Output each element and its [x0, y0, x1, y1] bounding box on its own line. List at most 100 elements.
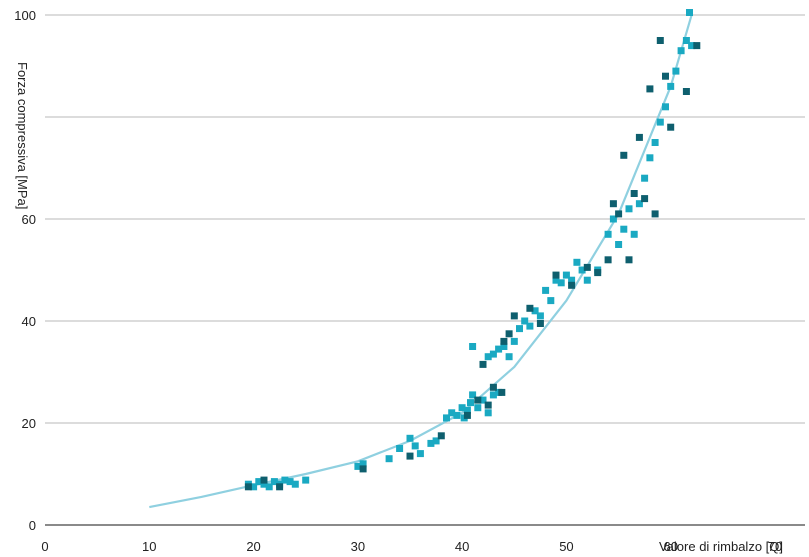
data-point-light-7 — [281, 476, 289, 484]
data-point-dark-0 — [244, 483, 252, 491]
data-point-dark-23 — [615, 210, 623, 218]
data-point-dark-1 — [260, 476, 268, 484]
x-tick-label-10: 10 — [142, 539, 156, 554]
data-point-light-36 — [495, 345, 503, 353]
data-point-light-64 — [651, 139, 659, 146]
data-point-light-70 — [682, 37, 690, 44]
data-point-light-12 — [359, 460, 367, 468]
data-point-dark-13 — [505, 330, 513, 338]
data-point-light-52 — [578, 266, 586, 274]
data-point-light-28 — [474, 404, 482, 412]
data-point-dark-28 — [641, 195, 649, 203]
data-point-light-4 — [265, 483, 273, 491]
data-point-light-72 — [686, 9, 693, 16]
data-point-dark-5 — [437, 432, 445, 440]
data-point-light-69 — [677, 47, 685, 55]
data-point-light-43 — [531, 307, 539, 315]
data-point-dark-24 — [620, 151, 628, 159]
y-axis-title: Forza compressiva [MPa] — [15, 62, 30, 209]
data-point-light-11 — [354, 462, 362, 470]
data-point-light-31 — [489, 391, 497, 399]
data-point-dark-15 — [526, 304, 534, 312]
data-point-light-42 — [526, 322, 534, 330]
data-point-light-29 — [479, 396, 487, 404]
data-point-light-38 — [505, 353, 513, 361]
data-point-dark-29 — [646, 85, 654, 93]
data-point-light-41 — [521, 317, 529, 325]
data-point-light-3 — [260, 480, 268, 488]
data-point-light-34 — [484, 353, 492, 361]
data-point-light-66 — [662, 103, 669, 111]
data-point-light-50 — [568, 276, 576, 284]
data-point-light-14 — [396, 445, 404, 452]
data-point-dark-9 — [489, 383, 497, 391]
data-point-light-45 — [542, 286, 550, 294]
y-tick-label-0: 0 — [29, 518, 36, 533]
data-point-dark-22 — [609, 200, 617, 208]
data-point-light-59 — [625, 205, 633, 213]
data-point-light-68 — [672, 67, 680, 75]
x-tick-label-30: 30 — [351, 539, 365, 554]
data-point-dark-34 — [682, 88, 690, 95]
data-point-light-47 — [552, 276, 560, 284]
y-tick-label-60: 60 — [22, 212, 36, 227]
data-point-light-65 — [656, 118, 664, 126]
x-axis-title: Valore di rimbalzo [Q] — [659, 539, 783, 554]
data-point-light-15 — [406, 434, 414, 442]
data-point-light-40 — [516, 325, 523, 333]
data-point-dark-35 — [693, 42, 701, 50]
data-point-light-58 — [620, 225, 628, 233]
data-point-light-26 — [467, 399, 474, 407]
data-point-light-18 — [427, 439, 435, 447]
data-point-light-30 — [484, 409, 492, 417]
data-point-light-20 — [443, 414, 450, 422]
data-point-light-62 — [641, 174, 649, 182]
data-point-light-13 — [385, 455, 393, 463]
data-point-dark-8 — [484, 401, 492, 409]
data-point-light-21 — [448, 409, 456, 417]
data-point-light-5 — [270, 478, 278, 486]
data-point-dark-4 — [406, 452, 414, 460]
y-tick-label-20: 20 — [22, 416, 36, 431]
data-point-light-9 — [291, 480, 299, 488]
data-point-dark-25 — [625, 256, 633, 264]
data-point-light-27 — [469, 391, 477, 399]
data-point-light-39 — [510, 337, 518, 345]
x-tick-label-40: 40 — [455, 539, 469, 554]
data-point-light-55 — [604, 230, 612, 238]
data-point-dark-18 — [568, 281, 576, 289]
data-point-dark-17 — [552, 271, 560, 279]
data-point-light-8 — [286, 478, 294, 486]
data-point-light-25 — [463, 406, 471, 414]
data-point-dark-6 — [463, 411, 471, 419]
data-point-dark-30 — [651, 210, 659, 218]
data-point-dark-26 — [630, 190, 638, 197]
data-point-dark-10 — [498, 388, 506, 396]
data-point-light-16 — [411, 442, 419, 450]
data-point-light-53 — [583, 276, 591, 284]
data-point-dark-2 — [276, 483, 284, 491]
data-point-light-33 — [469, 343, 477, 350]
y-tick-label-100: 100 — [14, 8, 36, 23]
data-points — [244, 9, 701, 491]
data-point-dark-11 — [479, 360, 487, 368]
data-point-light-56 — [609, 215, 617, 223]
y-tick-labels: 0 20 40 60 100 — [14, 8, 36, 533]
x-tick-labels: 0 10 20 30 40 50 60 70 — [41, 539, 782, 554]
x-tick-label-20: 20 — [246, 539, 260, 554]
x-tick-label-70: 70 — [768, 539, 782, 554]
data-point-dark-16 — [536, 320, 544, 327]
data-point-light-61 — [635, 200, 643, 208]
data-point-light-23 — [458, 404, 466, 412]
data-point-light-49 — [562, 271, 570, 279]
data-point-light-67 — [667, 82, 675, 90]
data-point-light-57 — [615, 241, 623, 248]
data-point-light-44 — [536, 312, 544, 320]
data-point-dark-3 — [359, 465, 367, 473]
x-tick-label-0: 0 — [41, 539, 48, 554]
data-point-dark-33 — [667, 123, 675, 131]
y-tick-label-40: 40 — [22, 314, 36, 329]
data-point-light-10 — [302, 476, 310, 484]
data-point-light-35 — [489, 350, 497, 358]
gridlines — [45, 14, 805, 424]
